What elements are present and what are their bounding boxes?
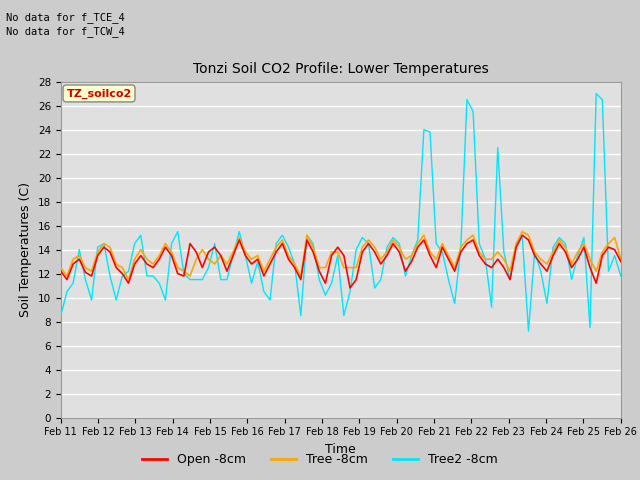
Title: Tonzi Soil CO2 Profile: Lower Temperatures: Tonzi Soil CO2 Profile: Lower Temperatur… — [193, 62, 489, 76]
Y-axis label: Soil Temperatures (C): Soil Temperatures (C) — [19, 182, 32, 317]
X-axis label: Time: Time — [325, 443, 356, 456]
Text: TZ_soilco2: TZ_soilco2 — [67, 88, 132, 98]
Legend: Open -8cm, Tree -8cm, Tree2 -8cm: Open -8cm, Tree -8cm, Tree2 -8cm — [137, 448, 503, 471]
Text: No data for f_TCW_4: No data for f_TCW_4 — [6, 26, 125, 37]
Text: No data for f_TCE_4: No data for f_TCE_4 — [6, 12, 125, 23]
